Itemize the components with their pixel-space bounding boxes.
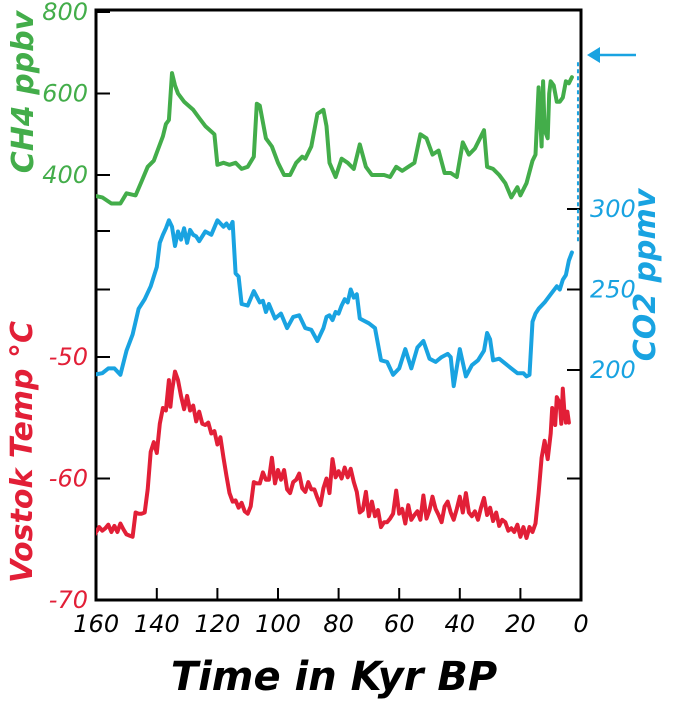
x-tick-label: 160 [73,610,119,638]
temp-tick-label: -60 [49,465,88,493]
co2-tick-label: 250 [590,276,636,304]
temp-tick-label: -50 [49,343,88,371]
co2-series-line [96,218,574,389]
ch4-tick-label: 800 [42,0,88,26]
co2-arrow-head [587,47,600,63]
x-tick-label: 20 [505,610,536,638]
co2-tick-label: 300 [590,195,636,223]
x-tick-label: 40 [445,610,476,638]
series-layer [96,71,574,540]
temp-axis-title: Vostok Temp °C [5,321,40,583]
ch4-axis-title: CH4 ppbv [6,9,41,173]
annotation-layer [576,47,636,242]
co2-axis-title: CO2 ppmv [628,187,663,361]
ch4-tick-label: 400 [42,161,88,189]
x-tick-label: 100 [255,610,301,638]
temp-series-line [96,369,571,540]
tick-marks [95,11,582,601]
x-tick-label: 120 [194,610,240,638]
x-axis-title: Time in Kyr BP [171,654,497,700]
x-tick-label: 140 [134,610,180,638]
temp-tick-label: -70 [49,586,88,614]
ch4-tick-label: 600 [42,80,88,108]
ch4-series-line [96,71,574,206]
x-tick-label: 60 [384,610,415,638]
co2-tick-label: 200 [590,356,636,384]
tick-label-layer: 160 140 120 100 80 60 40 20 0800600400-50-60-703… [42,0,636,638]
x-tick-label: 0 [573,610,588,638]
x-tick-label: 80 [323,610,354,638]
